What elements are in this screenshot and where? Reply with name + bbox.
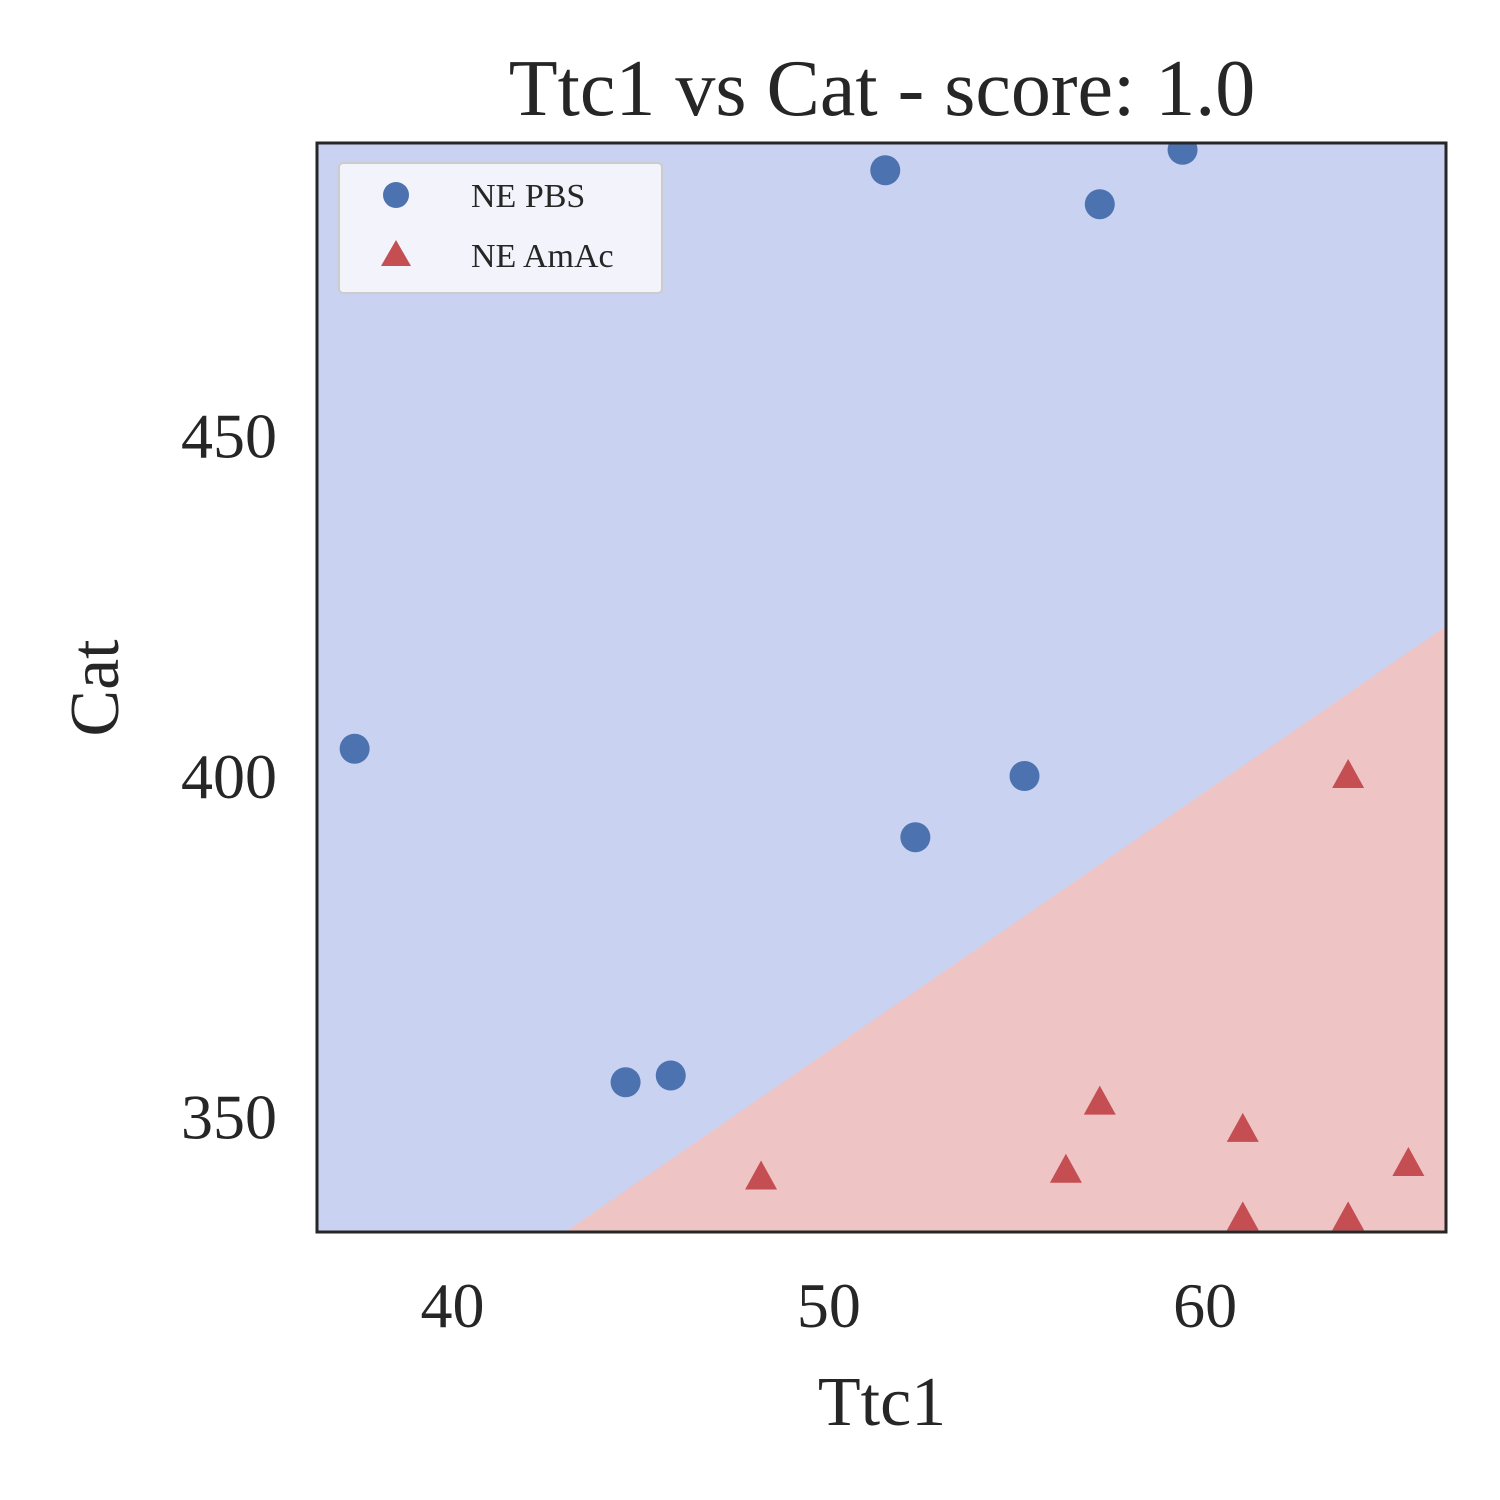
chart-title: Ttc1 vs Cat - score: 1.0 bbox=[509, 45, 1255, 133]
plot-area bbox=[317, 143, 1446, 1232]
point-ne-pbs-2 bbox=[655, 1060, 686, 1091]
scatter-markers bbox=[339, 143, 1425, 1231]
point-ne-amac-6 bbox=[1332, 758, 1365, 788]
point-ne-pbs-5 bbox=[1009, 760, 1040, 791]
point-ne-amac-5 bbox=[1332, 1201, 1365, 1231]
y-tick-label: 400 bbox=[181, 741, 277, 812]
point-ne-pbs-0 bbox=[339, 733, 370, 764]
point-ne-pbs-1 bbox=[610, 1067, 641, 1098]
point-ne-pbs-6 bbox=[1084, 189, 1115, 220]
x-axis-label: Ttc1 bbox=[818, 1364, 946, 1441]
legend-marker-ne-amac bbox=[381, 240, 411, 266]
legend-box bbox=[338, 162, 663, 294]
x-axis-ticks: 40 50 60 bbox=[420, 1270, 1237, 1341]
legend-label-ne-pbs: NE PBS bbox=[471, 178, 585, 215]
legend: NE PBS NE AmAc bbox=[338, 162, 663, 294]
plot-frame bbox=[315, 141, 1448, 1234]
point-ne-amac-4 bbox=[1226, 1201, 1259, 1231]
point-ne-amac-7 bbox=[1392, 1146, 1425, 1176]
y-axis-ticks: 350 400 450 bbox=[181, 401, 277, 1153]
point-ne-pbs-7 bbox=[1167, 143, 1198, 165]
point-ne-pbs-3 bbox=[870, 155, 901, 186]
legend-marker-ne-pbs bbox=[383, 182, 409, 208]
point-ne-amac-0 bbox=[745, 1160, 778, 1190]
point-ne-amac-3 bbox=[1226, 1112, 1259, 1142]
y-axis-label: Cat bbox=[57, 639, 134, 737]
y-tick-label: 450 bbox=[181, 401, 277, 472]
x-tick-label: 50 bbox=[797, 1270, 861, 1341]
point-ne-pbs-4 bbox=[900, 822, 931, 853]
x-tick-label: 40 bbox=[420, 1270, 484, 1341]
point-ne-amac-1 bbox=[1049, 1153, 1082, 1183]
point-ne-amac-2 bbox=[1083, 1085, 1116, 1115]
x-tick-label: 60 bbox=[1173, 1270, 1237, 1341]
y-tick-label: 350 bbox=[181, 1081, 277, 1152]
region-ne-amac bbox=[565, 626, 1446, 1232]
legend-label-ne-amac: NE AmAc bbox=[471, 238, 614, 275]
